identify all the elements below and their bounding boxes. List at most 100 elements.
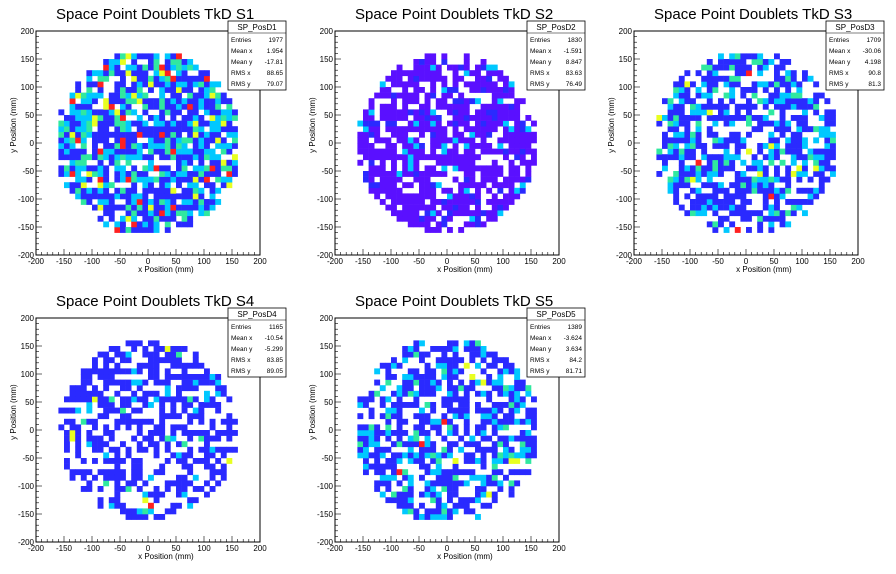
histogram-bin [463, 502, 470, 509]
histogram-bin [385, 87, 392, 93]
histogram-bin [706, 131, 713, 138]
histogram-bin [463, 418, 470, 425]
histogram-bin [424, 435, 431, 442]
histogram-bin [678, 87, 685, 93]
histogram-bin [391, 176, 397, 183]
stats-row-label: Mean y [829, 59, 851, 66]
histogram-bin [684, 70, 691, 77]
histogram-bin [391, 171, 397, 177]
histogram-bin [424, 103, 431, 110]
histogram-bin [170, 502, 177, 509]
histogram-bin [385, 407, 392, 414]
histogram-bin [678, 109, 685, 116]
x-tick-label: -100 [84, 257, 101, 266]
histogram-bin [131, 215, 138, 222]
histogram-bin [164, 446, 171, 453]
histogram-bin [407, 98, 414, 105]
histogram-bin [690, 165, 696, 172]
histogram-bin [491, 215, 498, 222]
histogram-bin [508, 92, 515, 99]
histogram-bin [164, 109, 171, 116]
histogram-bin [159, 176, 166, 183]
histogram-bin [475, 424, 481, 431]
histogram-bin [379, 171, 386, 177]
histogram-bin [125, 357, 132, 364]
histogram-bin [209, 199, 216, 205]
histogram-bin [108, 396, 115, 403]
histogram-bin [802, 120, 808, 127]
histogram-bin [198, 210, 205, 217]
histogram-bin [136, 508, 143, 515]
histogram-bin [402, 115, 409, 121]
histogram-bin [215, 187, 222, 194]
histogram-bin [131, 514, 138, 520]
histogram-bin [136, 469, 143, 476]
histogram-bin [435, 502, 442, 509]
histogram-bin [424, 413, 431, 420]
histogram-bin [491, 70, 498, 77]
histogram-bin [751, 165, 758, 172]
histogram-bin [441, 126, 448, 133]
histogram-bin [531, 424, 537, 431]
histogram-bin [463, 143, 470, 149]
histogram-bin [790, 75, 797, 82]
histogram-bin [734, 115, 741, 121]
x-tick-label: 50 [172, 544, 181, 553]
histogram-bin [480, 351, 487, 358]
x-tick-label: 0 [744, 257, 749, 266]
histogram-bin [396, 435, 403, 442]
histogram-bin [86, 87, 93, 93]
histogram-bin [740, 187, 747, 194]
histogram-bin [424, 75, 431, 82]
histogram-bin [181, 491, 188, 498]
histogram-bin [357, 137, 364, 144]
stats-row-label: Mean y [231, 346, 253, 353]
histogram-bin [695, 115, 702, 121]
histogram-bin [475, 143, 481, 149]
histogram-bin [391, 463, 397, 470]
histogram-bin [103, 374, 110, 380]
histogram-bin [164, 87, 171, 93]
histogram-bin [746, 98, 752, 105]
histogram-bin [503, 75, 509, 82]
histogram-bin [824, 126, 831, 133]
histogram-bin [491, 87, 498, 93]
histogram-bin [204, 458, 210, 464]
histogram-bin [97, 131, 104, 138]
histogram-bin [757, 215, 764, 222]
histogram-bin [379, 491, 386, 498]
y-axis-label: y Position (mm) [607, 97, 616, 153]
histogram-bin [120, 154, 126, 161]
histogram-bin [452, 346, 459, 352]
histogram-bin [779, 187, 786, 194]
histogram-bin [75, 103, 82, 110]
stats-row-value: -1.591 [564, 48, 583, 55]
histogram-bin [407, 137, 414, 144]
histogram-bin [159, 154, 166, 161]
histogram-bin [192, 120, 199, 127]
histogram-bin [176, 126, 182, 133]
histogram-bin [187, 430, 194, 436]
histogram-bin [447, 210, 453, 217]
histogram-bin [441, 98, 448, 105]
histogram-bin [662, 154, 668, 161]
histogram-bin [131, 171, 138, 177]
histogram-bin [678, 98, 685, 105]
histogram-bin [785, 103, 792, 110]
histogram-bin [204, 402, 210, 408]
histogram-bin [204, 120, 210, 127]
histogram-bin [136, 98, 143, 105]
histogram-bin [142, 165, 149, 172]
histogram-bin [480, 407, 487, 414]
histogram-bin [413, 120, 420, 127]
histogram-bin [475, 131, 481, 138]
histogram-bin [452, 474, 459, 481]
histogram-bin [226, 148, 233, 155]
histogram-bin [64, 115, 70, 121]
histogram-bin [802, 115, 808, 121]
histogram-bin [441, 204, 448, 211]
histogram-bin [458, 413, 465, 420]
histogram-bin [413, 159, 420, 166]
histogram-bin [204, 368, 210, 375]
histogram-bin [69, 109, 76, 116]
